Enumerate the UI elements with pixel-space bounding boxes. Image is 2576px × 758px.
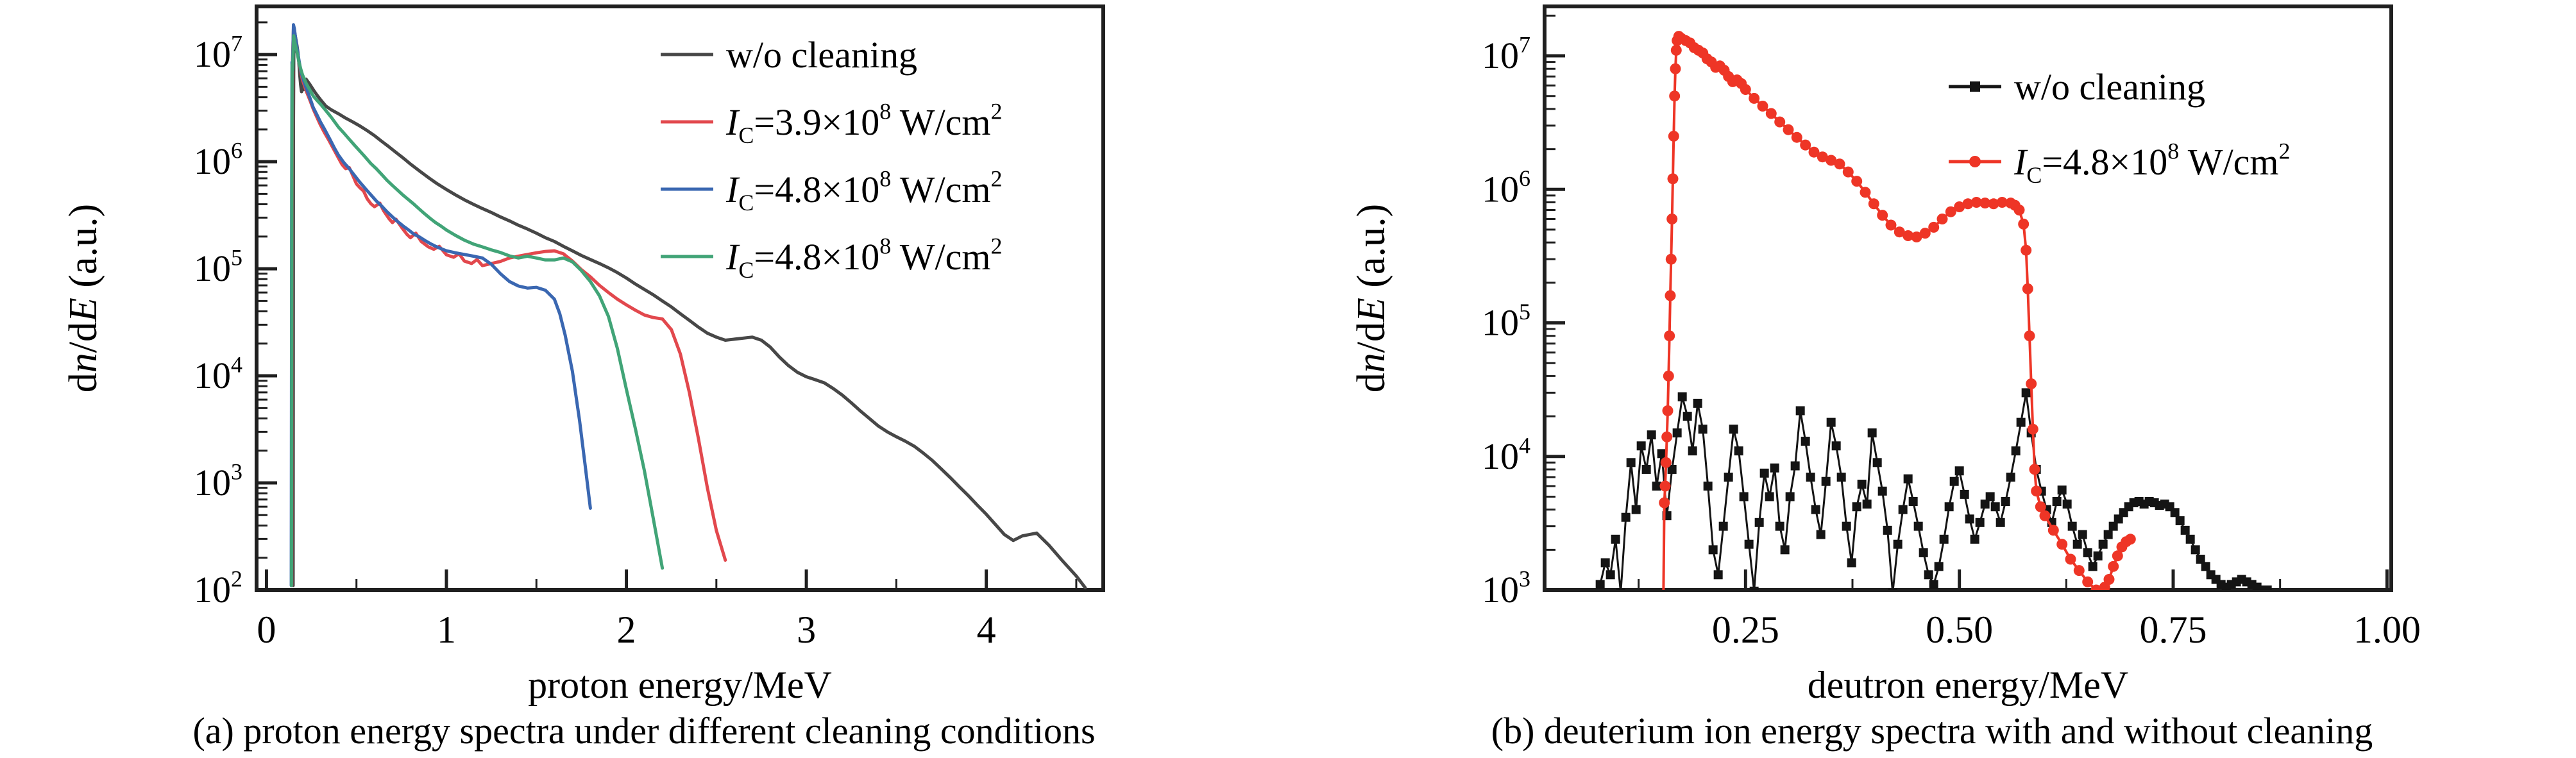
axes — [1543, 4, 2393, 592]
x-tick-label: 0.25 — [1712, 609, 1779, 651]
y-axis-ticks — [257, 21, 277, 592]
x-tick-label: 1 — [437, 609, 456, 651]
y-tick-label: 106 — [194, 138, 242, 182]
legend-label: IC=3.9×108 W/cm2 — [725, 99, 1002, 148]
x-axis-title: proton energy/MeV — [528, 664, 832, 706]
series-ic-4p8e8-blue — [289, 23, 592, 587]
y-tick-label: 105 — [194, 245, 242, 289]
y-tick-label: 105 — [1482, 299, 1530, 343]
series-wo-cleaning — [291, 28, 1087, 589]
x-axis-ticks — [264, 569, 1078, 590]
x-tick-label: 1.00 — [2353, 609, 2421, 651]
y-axis-ticks — [1545, 14, 1565, 592]
legend-square-marker-icon — [1970, 81, 1980, 92]
proton-spectra-chart: 102 103 104 105 106 107 0 1 2 3 4 proton energy/MeV… — [62, 4, 1105, 706]
series-group — [1595, 31, 2272, 590]
legend-label: IC=4.8×108 W/cm2 — [725, 233, 1002, 283]
caption-panel-a: (a) proton energy spectra under differen… — [192, 710, 1096, 752]
x-tick-label: 4 — [977, 609, 996, 651]
y-tick-label: 104 — [194, 352, 242, 396]
y-tick-label: 107 — [194, 31, 242, 75]
y-tick-label: 102 — [194, 566, 242, 611]
x-tick-label: 2 — [617, 609, 636, 651]
legend-entry-1: IC=4.8×108 W/cm2 — [1949, 139, 2290, 188]
deuteron-spectra-chart: 103 104 105 106 107 0.25 0.50 0.75 1.00 deutron e… — [1350, 4, 2421, 706]
legend-entry-0: w/o cleaning — [1949, 66, 2205, 108]
panel-proton-spectra: 102 103 104 105 106 107 0 1 2 3 4 proton energy/MeV… — [62, 4, 1105, 752]
series-ic-4p8e8-green — [289, 34, 665, 587]
panel-deuteron-spectra: 103 104 105 106 107 0.25 0.50 0.75 1.00 deutron e… — [1288, 0, 2576, 758]
y-tick-label: 106 — [1482, 165, 1530, 210]
y-tick-label: 103 — [1482, 566, 1530, 611]
x-tick-label: 0.50 — [1926, 609, 1993, 651]
axes — [255, 4, 1105, 592]
series-ic-3p9e8 — [290, 27, 727, 587]
x-tick-label: 3 — [797, 609, 816, 651]
legend: w/o cleaning IC=3.9×108 W/cm2 IC=4.8×108 W… — [661, 34, 1002, 283]
series-wo-cleaning — [1595, 388, 2272, 590]
legend: w/o cleaning IC=4.8×108 W/cm2 — [1949, 66, 2290, 188]
y-axis-title: dn/dE (a.u.) — [1350, 204, 1393, 392]
y-tick-label: 104 — [1482, 432, 1530, 476]
legend-entry-2: IC=4.8×108 W/cm2 — [661, 166, 1002, 215]
legend-circle-marker-icon — [1969, 156, 1981, 167]
y-tick-label: 103 — [194, 459, 242, 503]
axis-labels: 102 103 104 105 106 107 0 1 2 3 4 proton energy/MeV… — [62, 31, 996, 706]
caption-panel-b: (b) deuterium ion energy spectra with an… — [1491, 710, 2373, 752]
y-axis-title: dn/dE (a.u.) — [62, 204, 105, 392]
legend-entry-3: IC=4.8×108 W/cm2 — [661, 233, 1002, 283]
axis-labels: 103 104 105 106 107 0.25 0.50 0.75 1.00 deutron e… — [1350, 32, 2421, 706]
y-tick-label: 107 — [1482, 32, 1530, 76]
series-group — [289, 23, 1087, 589]
x-axis-title: deutron energy/MeV — [1808, 664, 2128, 706]
x-tick-label: 0 — [257, 609, 276, 651]
legend-label: IC=4.8×108 W/cm2 — [725, 166, 1002, 215]
legend-label: IC=4.8×108 W/cm2 — [2013, 139, 2290, 188]
x-axis-ticks — [1638, 569, 2389, 590]
legend-label: w/o cleaning — [726, 34, 917, 76]
legend-entry-0: w/o cleaning — [661, 34, 917, 76]
series-ic-4p8e8 — [1659, 31, 2136, 590]
legend-entry-1: IC=3.9×108 W/cm2 — [661, 99, 1002, 148]
x-tick-label: 0.75 — [2140, 609, 2207, 651]
legend-label: w/o cleaning — [2014, 66, 2205, 108]
